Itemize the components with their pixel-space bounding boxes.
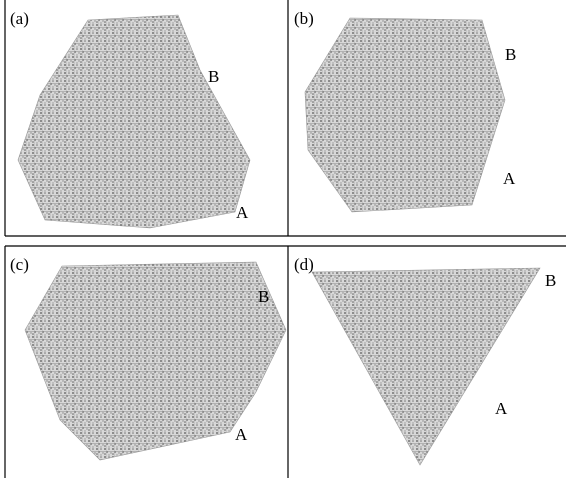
facet-marker: B [258,287,269,306]
cluster-shape [312,268,540,465]
facet-marker: B [545,271,556,290]
panel-label: (c) [10,255,29,274]
facet-marker: B [505,45,516,64]
panel-label: (d) [294,255,314,274]
figure: (a) B A (b) B A (c) B A (d) B A [0,0,566,478]
cluster-shape [18,15,250,228]
panel-label: (b) [294,9,314,28]
facet-marker: A [495,399,508,418]
facet-marker: A [236,203,249,222]
facet-marker: A [235,425,248,444]
panel-label: (a) [10,9,29,28]
facet-marker: B [208,67,219,86]
facet-marker: A [503,169,516,188]
cluster-shape [305,18,505,212]
